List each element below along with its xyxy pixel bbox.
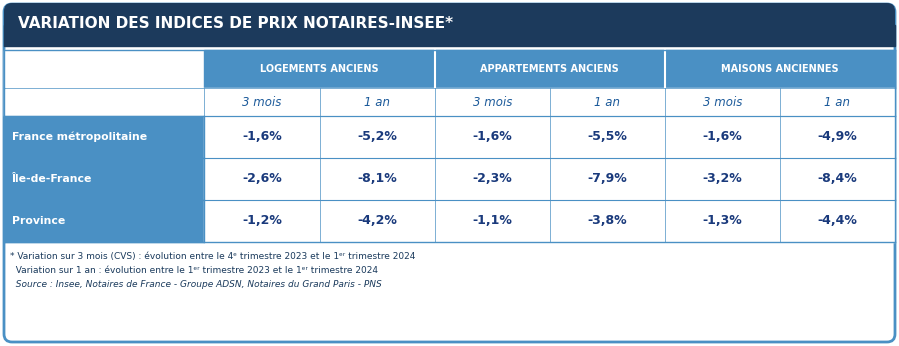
Bar <box>665 158 780 200</box>
Text: -4,2%: -4,2% <box>357 215 397 228</box>
Bar <box>549 116 665 158</box>
Bar <box>780 200 895 242</box>
Bar <box>4 158 204 200</box>
Text: -4,4%: -4,4% <box>817 215 858 228</box>
Text: -7,9%: -7,9% <box>587 173 628 185</box>
Bar <box>434 200 549 242</box>
Text: -8,4%: -8,4% <box>817 173 858 185</box>
Bar <box>665 116 780 158</box>
Text: -5,2%: -5,2% <box>357 130 397 144</box>
Text: 3 mois: 3 mois <box>703 95 742 109</box>
Bar <box>4 88 895 116</box>
Text: Province: Province <box>12 216 66 226</box>
Text: -2,6%: -2,6% <box>242 173 282 185</box>
Text: 3 mois: 3 mois <box>243 95 281 109</box>
Bar <box>549 200 665 242</box>
Text: APPARTEMENTS ANCIENS: APPARTEMENTS ANCIENS <box>480 64 619 74</box>
Bar <box>4 25 895 46</box>
Text: France métropolitaine: France métropolitaine <box>12 132 147 142</box>
Text: LOGEMENTS ANCIENS: LOGEMENTS ANCIENS <box>260 64 378 74</box>
Text: 1 an: 1 an <box>824 95 850 109</box>
Bar <box>780 116 895 158</box>
Text: Île-de-France: Île-de-France <box>12 174 93 184</box>
FancyBboxPatch shape <box>4 4 895 342</box>
Text: -8,1%: -8,1% <box>357 173 397 185</box>
Bar <box>319 116 434 158</box>
Text: 3 mois: 3 mois <box>473 95 512 109</box>
Bar <box>204 200 319 242</box>
Bar <box>665 50 895 88</box>
Bar <box>204 50 434 88</box>
Text: VARIATION DES INDICES DE PRIX NOTAIRES-INSEE*: VARIATION DES INDICES DE PRIX NOTAIRES-I… <box>18 16 453 31</box>
Bar <box>4 200 204 242</box>
Text: -1,6%: -1,6% <box>472 130 512 144</box>
Text: -5,5%: -5,5% <box>587 130 628 144</box>
Text: -2,3%: -2,3% <box>472 173 512 185</box>
Text: -1,6%: -1,6% <box>702 130 743 144</box>
Text: -4,9%: -4,9% <box>817 130 858 144</box>
Text: -1,3%: -1,3% <box>702 215 743 228</box>
Bar <box>434 116 549 158</box>
Text: MAISONS ANCIENNES: MAISONS ANCIENNES <box>721 64 839 74</box>
Bar <box>204 158 319 200</box>
FancyBboxPatch shape <box>4 3 895 46</box>
Text: 1 an: 1 an <box>594 95 620 109</box>
Bar <box>780 158 895 200</box>
Text: -3,8%: -3,8% <box>587 215 628 228</box>
Text: -3,2%: -3,2% <box>702 173 743 185</box>
Text: Variation sur 1 an : évolution entre le 1ᵉʳ trimestre 2023 et le 1ᵉʳ trimestre 2: Variation sur 1 an : évolution entre le … <box>10 266 378 275</box>
Text: 1 an: 1 an <box>364 95 390 109</box>
Bar <box>204 116 319 158</box>
Bar <box>319 200 434 242</box>
Bar <box>549 158 665 200</box>
Bar <box>4 50 204 88</box>
Text: -1,2%: -1,2% <box>242 215 282 228</box>
Text: Source : Insee, Notaires de France - Groupe ADSN, Notaires du Grand Paris - PNS: Source : Insee, Notaires de France - Gro… <box>10 280 382 289</box>
Text: -1,6%: -1,6% <box>242 130 282 144</box>
Bar <box>434 158 549 200</box>
Text: -1,1%: -1,1% <box>472 215 512 228</box>
Text: * Variation sur 3 mois (CVS) : évolution entre le 4ᵉ trimestre 2023 et le 1ᵉʳ tr: * Variation sur 3 mois (CVS) : évolution… <box>10 252 415 261</box>
Bar <box>319 158 434 200</box>
Bar <box>665 200 780 242</box>
Bar <box>434 50 665 88</box>
Bar <box>4 116 204 158</box>
